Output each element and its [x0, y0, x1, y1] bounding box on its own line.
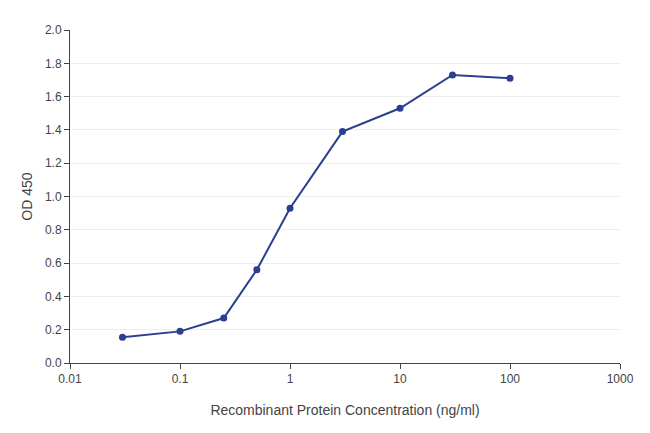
- svg-text:0.01: 0.01: [58, 372, 82, 386]
- svg-text:OD 450: OD 450: [19, 172, 35, 220]
- svg-text:0.2: 0.2: [45, 323, 62, 337]
- svg-text:0.6: 0.6: [45, 256, 62, 270]
- svg-text:2.0: 2.0: [45, 23, 62, 37]
- svg-text:100: 100: [500, 372, 520, 386]
- svg-text:0.0: 0.0: [45, 356, 62, 370]
- svg-text:0.1: 0.1: [172, 372, 189, 386]
- svg-text:1.0: 1.0: [45, 190, 62, 204]
- svg-text:1.2: 1.2: [45, 156, 62, 170]
- svg-text:1.6: 1.6: [45, 90, 62, 104]
- svg-text:1.4: 1.4: [45, 123, 62, 137]
- svg-text:0.4: 0.4: [45, 290, 62, 304]
- svg-text:0.8: 0.8: [45, 223, 62, 237]
- svg-text:1000: 1000: [607, 372, 634, 386]
- svg-text:1: 1: [287, 372, 294, 386]
- svg-text:1.8: 1.8: [45, 57, 62, 71]
- svg-text:Recombinant Protein Concentrat: Recombinant Protein Concentration (ng/ml…: [210, 402, 479, 418]
- svg-text:10: 10: [393, 372, 407, 386]
